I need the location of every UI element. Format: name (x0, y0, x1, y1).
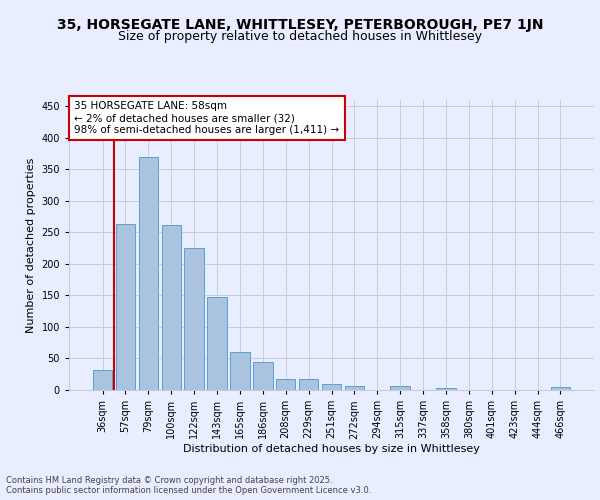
Bar (161, 225, 181, 390)
Bar (344, 386, 364, 390)
Bar (299, 378, 319, 390)
Bar (93, 370, 112, 390)
Text: 35, HORSEGATE LANE, WHITTLESEY, PETERBOROUGH, PE7 1JN: 35, HORSEGATE LANE, WHITTLESEY, PETERBOR… (57, 18, 543, 32)
Bar (276, 378, 295, 390)
Bar (322, 384, 341, 390)
Bar (139, 158, 158, 390)
Bar (116, 224, 135, 390)
Bar (184, 248, 204, 390)
Bar (208, 296, 227, 390)
Bar (436, 388, 455, 390)
Text: 35 HORSEGATE LANE: 58sqm
← 2% of detached houses are smaller (32)
98% of semi-de: 35 HORSEGATE LANE: 58sqm ← 2% of detache… (74, 102, 340, 134)
Bar (253, 362, 272, 390)
Bar (230, 352, 250, 390)
Y-axis label: Number of detached properties: Number of detached properties (26, 158, 36, 332)
X-axis label: Distribution of detached houses by size in Whittlesey: Distribution of detached houses by size … (183, 444, 480, 454)
Text: Size of property relative to detached houses in Whittlesey: Size of property relative to detached ho… (118, 30, 482, 43)
Bar (551, 388, 570, 390)
Bar (391, 386, 410, 390)
Text: Contains HM Land Registry data © Crown copyright and database right 2025.
Contai: Contains HM Land Registry data © Crown c… (6, 476, 371, 495)
